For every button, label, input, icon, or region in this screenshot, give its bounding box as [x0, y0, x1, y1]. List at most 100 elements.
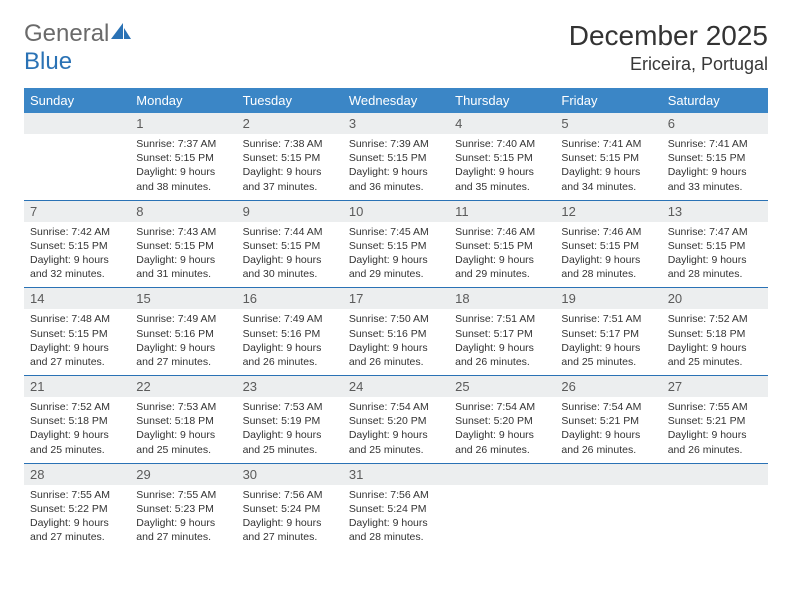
daylight-text: Daylight: 9 hours and 28 minutes.: [349, 516, 443, 544]
calendar-cell: 30Sunrise: 7:56 AMSunset: 5:24 PMDayligh…: [237, 463, 343, 550]
sunrise-text: Sunrise: 7:47 AM: [668, 225, 762, 239]
sunset-text: Sunset: 5:15 PM: [455, 151, 549, 165]
sunrise-text: Sunrise: 7:53 AM: [136, 400, 230, 414]
calendar-cell: 2Sunrise: 7:38 AMSunset: 5:15 PMDaylight…: [237, 113, 343, 200]
sunset-text: Sunset: 5:16 PM: [349, 327, 443, 341]
daylight-text: Daylight: 9 hours and 26 minutes.: [561, 428, 655, 456]
calendar-cell: 6Sunrise: 7:41 AMSunset: 5:15 PMDaylight…: [662, 113, 768, 200]
calendar-cell: 14Sunrise: 7:48 AMSunset: 5:15 PMDayligh…: [24, 288, 130, 376]
sunset-text: Sunset: 5:15 PM: [561, 151, 655, 165]
sunset-text: Sunset: 5:24 PM: [349, 502, 443, 516]
sunrise-text: Sunrise: 7:43 AM: [136, 225, 230, 239]
day-details: Sunrise: 7:47 AMSunset: 5:15 PMDaylight:…: [662, 222, 768, 288]
day-number: 4: [449, 113, 555, 134]
day-details: Sunrise: 7:42 AMSunset: 5:15 PMDaylight:…: [24, 222, 130, 288]
day-number: 30: [237, 464, 343, 485]
sunset-text: Sunset: 5:15 PM: [668, 239, 762, 253]
sunset-text: Sunset: 5:15 PM: [349, 151, 443, 165]
sunset-text: Sunset: 5:18 PM: [30, 414, 124, 428]
day-details: Sunrise: 7:55 AMSunset: 5:23 PMDaylight:…: [130, 485, 236, 551]
day-details: Sunrise: 7:41 AMSunset: 5:15 PMDaylight:…: [555, 134, 661, 200]
calendar-row: 28Sunrise: 7:55 AMSunset: 5:22 PMDayligh…: [24, 463, 768, 550]
day-details: Sunrise: 7:53 AMSunset: 5:18 PMDaylight:…: [130, 397, 236, 463]
calendar-cell: 27Sunrise: 7:55 AMSunset: 5:21 PMDayligh…: [662, 376, 768, 464]
sunset-text: Sunset: 5:20 PM: [455, 414, 549, 428]
calendar-cell: [449, 463, 555, 550]
calendar-cell: 3Sunrise: 7:39 AMSunset: 5:15 PMDaylight…: [343, 113, 449, 200]
day-number: [555, 464, 661, 485]
day-number: 25: [449, 376, 555, 397]
day-number: 8: [130, 201, 236, 222]
day-details: Sunrise: 7:43 AMSunset: 5:15 PMDaylight:…: [130, 222, 236, 288]
calendar-cell: 16Sunrise: 7:49 AMSunset: 5:16 PMDayligh…: [237, 288, 343, 376]
daylight-text: Daylight: 9 hours and 36 minutes.: [349, 165, 443, 193]
sunrise-text: Sunrise: 7:54 AM: [349, 400, 443, 414]
weekday-header: Thursday: [449, 88, 555, 113]
day-details: Sunrise: 7:55 AMSunset: 5:22 PMDaylight:…: [24, 485, 130, 551]
day-number: 18: [449, 288, 555, 309]
sunset-text: Sunset: 5:16 PM: [136, 327, 230, 341]
sunset-text: Sunset: 5:16 PM: [243, 327, 337, 341]
daylight-text: Daylight: 9 hours and 30 minutes.: [243, 253, 337, 281]
calendar-cell: 18Sunrise: 7:51 AMSunset: 5:17 PMDayligh…: [449, 288, 555, 376]
calendar-cell: 5Sunrise: 7:41 AMSunset: 5:15 PMDaylight…: [555, 113, 661, 200]
sunrise-text: Sunrise: 7:52 AM: [30, 400, 124, 414]
day-number: 16: [237, 288, 343, 309]
sunset-text: Sunset: 5:15 PM: [561, 239, 655, 253]
day-details: Sunrise: 7:38 AMSunset: 5:15 PMDaylight:…: [237, 134, 343, 200]
day-number: 10: [343, 201, 449, 222]
calendar-cell: 29Sunrise: 7:55 AMSunset: 5:23 PMDayligh…: [130, 463, 236, 550]
daylight-text: Daylight: 9 hours and 25 minutes.: [136, 428, 230, 456]
daylight-text: Daylight: 9 hours and 27 minutes.: [243, 516, 337, 544]
day-details: Sunrise: 7:49 AMSunset: 5:16 PMDaylight:…: [237, 309, 343, 375]
sunset-text: Sunset: 5:15 PM: [243, 239, 337, 253]
daylight-text: Daylight: 9 hours and 26 minutes.: [349, 341, 443, 369]
calendar-cell: 13Sunrise: 7:47 AMSunset: 5:15 PMDayligh…: [662, 200, 768, 288]
calendar-cell: 31Sunrise: 7:56 AMSunset: 5:24 PMDayligh…: [343, 463, 449, 550]
sunset-text: Sunset: 5:15 PM: [668, 151, 762, 165]
calendar-cell: 15Sunrise: 7:49 AMSunset: 5:16 PMDayligh…: [130, 288, 236, 376]
sunset-text: Sunset: 5:18 PM: [136, 414, 230, 428]
sunrise-text: Sunrise: 7:41 AM: [668, 137, 762, 151]
day-number: 13: [662, 201, 768, 222]
sunset-text: Sunset: 5:17 PM: [455, 327, 549, 341]
calendar-cell: 10Sunrise: 7:45 AMSunset: 5:15 PMDayligh…: [343, 200, 449, 288]
day-details: Sunrise: 7:45 AMSunset: 5:15 PMDaylight:…: [343, 222, 449, 288]
calendar-table: SundayMondayTuesdayWednesdayThursdayFrid…: [24, 88, 768, 550]
sunset-text: Sunset: 5:23 PM: [136, 502, 230, 516]
sunrise-text: Sunrise: 7:40 AM: [455, 137, 549, 151]
day-number: 24: [343, 376, 449, 397]
sunrise-text: Sunrise: 7:54 AM: [455, 400, 549, 414]
calendar-cell: 19Sunrise: 7:51 AMSunset: 5:17 PMDayligh…: [555, 288, 661, 376]
sunset-text: Sunset: 5:21 PM: [561, 414, 655, 428]
day-number: 11: [449, 201, 555, 222]
day-details: Sunrise: 7:44 AMSunset: 5:15 PMDaylight:…: [237, 222, 343, 288]
calendar-cell: 4Sunrise: 7:40 AMSunset: 5:15 PMDaylight…: [449, 113, 555, 200]
sunrise-text: Sunrise: 7:38 AM: [243, 137, 337, 151]
daylight-text: Daylight: 9 hours and 27 minutes.: [30, 341, 124, 369]
day-details: Sunrise: 7:52 AMSunset: 5:18 PMDaylight:…: [662, 309, 768, 375]
day-details: Sunrise: 7:40 AMSunset: 5:15 PMDaylight:…: [449, 134, 555, 200]
day-number: 27: [662, 376, 768, 397]
sunrise-text: Sunrise: 7:55 AM: [30, 488, 124, 502]
day-details: Sunrise: 7:41 AMSunset: 5:15 PMDaylight:…: [662, 134, 768, 200]
calendar-body: 1Sunrise: 7:37 AMSunset: 5:15 PMDaylight…: [24, 113, 768, 550]
sunrise-text: Sunrise: 7:49 AM: [136, 312, 230, 326]
daylight-text: Daylight: 9 hours and 35 minutes.: [455, 165, 549, 193]
calendar-cell: 23Sunrise: 7:53 AMSunset: 5:19 PMDayligh…: [237, 376, 343, 464]
daylight-text: Daylight: 9 hours and 38 minutes.: [136, 165, 230, 193]
sunrise-text: Sunrise: 7:45 AM: [349, 225, 443, 239]
day-number: 15: [130, 288, 236, 309]
day-details: Sunrise: 7:46 AMSunset: 5:15 PMDaylight:…: [555, 222, 661, 288]
sunrise-text: Sunrise: 7:37 AM: [136, 137, 230, 151]
sunset-text: Sunset: 5:24 PM: [243, 502, 337, 516]
sunset-text: Sunset: 5:22 PM: [30, 502, 124, 516]
daylight-text: Daylight: 9 hours and 34 minutes.: [561, 165, 655, 193]
calendar-cell: 12Sunrise: 7:46 AMSunset: 5:15 PMDayligh…: [555, 200, 661, 288]
day-number: 22: [130, 376, 236, 397]
day-number: 21: [24, 376, 130, 397]
daylight-text: Daylight: 9 hours and 27 minutes.: [30, 516, 124, 544]
daylight-text: Daylight: 9 hours and 33 minutes.: [668, 165, 762, 193]
sunrise-text: Sunrise: 7:49 AM: [243, 312, 337, 326]
calendar-head: SundayMondayTuesdayWednesdayThursdayFrid…: [24, 88, 768, 113]
